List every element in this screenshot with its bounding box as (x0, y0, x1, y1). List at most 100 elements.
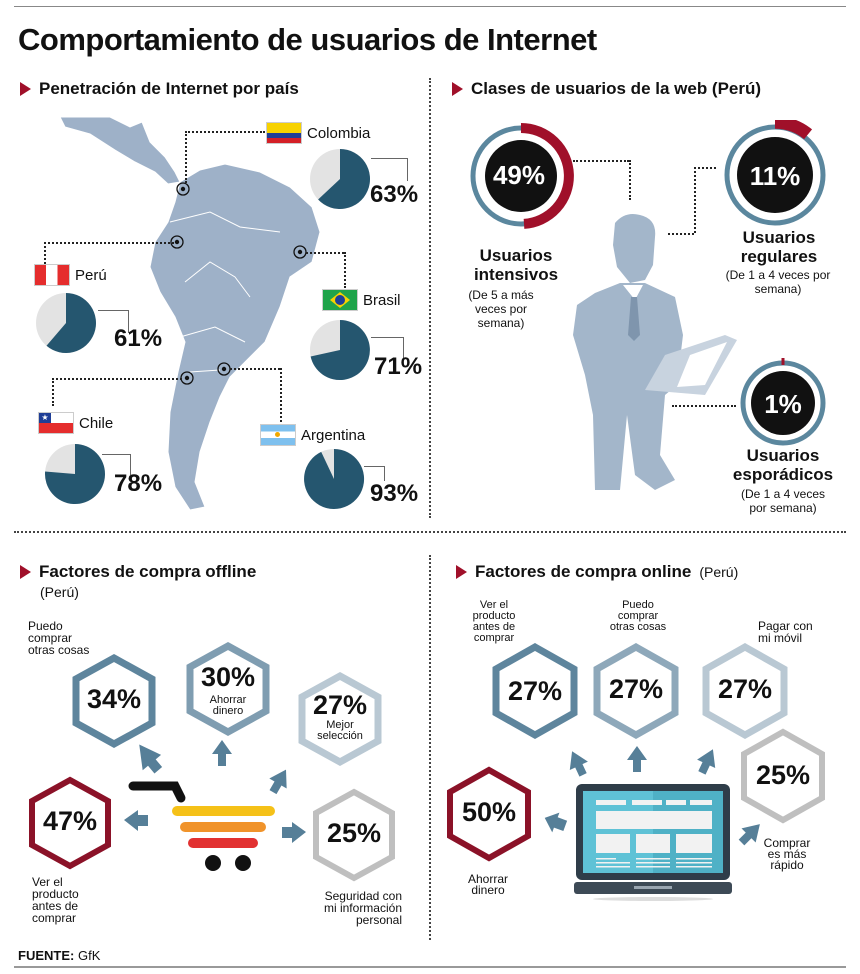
section-heading-offline: Factores de compra offline (20, 562, 256, 582)
vertical-divider-top (429, 78, 431, 518)
pct-esporadicos: 1% (764, 389, 802, 419)
shopping-cart-icon (128, 781, 275, 871)
section-heading-penetracion: Penetración de Internet por país (20, 79, 299, 99)
leader-line (280, 368, 282, 422)
label-offline-ver-producto: Ver el producto antes de comprar (32, 875, 79, 925)
leader-line (44, 242, 46, 264)
label-regulares: Usuarios regulares (740, 228, 818, 266)
pct-online-27b: 27% (608, 674, 664, 704)
pct-colombia: 63% (370, 181, 419, 208)
pct-regulares: 11% (749, 161, 801, 191)
hexagon-offline-25 (313, 788, 395, 882)
leader-line (185, 131, 265, 133)
triangle-bullet-icon (20, 565, 31, 579)
top-rule (14, 6, 846, 7)
hexagon-online-25 (741, 728, 825, 824)
country-colombia: Colombia (266, 122, 370, 144)
leader-line (672, 405, 736, 407)
leader-line (694, 167, 716, 169)
flag-argentina-icon (260, 424, 296, 446)
flag-chile-icon: ★ (38, 412, 74, 434)
ring-esporadicos (740, 358, 826, 446)
label-online-ver-producto: Ver el producto antes de comprar (472, 599, 516, 644)
leader-line (52, 378, 182, 380)
ring-regulares (724, 120, 826, 226)
pie-argentina (304, 448, 365, 509)
triangle-bullet-icon (456, 565, 467, 579)
desc-esporadicos: (De 1 a 4 veces por semana) (740, 487, 826, 515)
hexagon-offline-30 (186, 642, 270, 736)
label-online-otras-cosas: Puedo comprar otras cosas (609, 599, 667, 633)
hexagon-offline-34 (72, 654, 156, 748)
pct-online-27a: 27% (507, 676, 563, 706)
pct-peru: 61% (114, 325, 163, 352)
pie-colombia (310, 149, 371, 209)
pct-argentina: 93% (370, 480, 419, 507)
horizontal-divider (14, 531, 846, 533)
pct-offline-47: 47% (42, 806, 98, 836)
country-peru: Perú (34, 264, 107, 286)
country-argentina: Argentina (260, 424, 365, 446)
pct-offline-25: 25% (326, 818, 382, 848)
pct-online-50: 50% (461, 797, 517, 827)
pie-chile (44, 444, 105, 504)
pct-online-27c: 27% (717, 674, 773, 704)
pie-leader (102, 454, 131, 475)
flag-brasil-icon (322, 289, 358, 311)
page-title: Comportamiento de usuarios de Internet (18, 22, 597, 57)
hexagon-online-27b (593, 643, 679, 739)
source-credit: FUENTE: GfK (18, 948, 101, 963)
south-america-map (59, 116, 320, 511)
pie-peru (36, 293, 96, 353)
label-online-pagar-movil: Pagar con mi móvil (758, 619, 813, 645)
leader-line (668, 233, 694, 235)
desc-regulares: (De 1 a 4 veces por semana) (725, 268, 831, 296)
leader-line (44, 242, 174, 244)
pie-leader (98, 310, 129, 333)
triangle-bullet-icon (20, 82, 31, 96)
label-online-ahorrar: Ahorrar dinero (467, 872, 508, 897)
leader-line (185, 131, 187, 183)
pct-offline-27: 27% (312, 690, 368, 720)
label-offline-otras-cosas: Puedo comprar otras cosas (28, 619, 90, 657)
leader-line (694, 167, 696, 233)
pct-offline-30: 30% (200, 662, 256, 692)
bottom-rule (14, 966, 846, 968)
leader-line (629, 160, 631, 200)
hexagon-online-27a (492, 643, 578, 739)
label-offline-mejor-seleccion: Mejor selección (317, 719, 363, 742)
ring-intensivos (470, 123, 574, 229)
pct-intensivos: 49% (492, 160, 546, 190)
leader-line (573, 160, 629, 162)
hexagon-online-27c (702, 643, 788, 739)
laptop-icon (574, 784, 732, 901)
label-esporadicos: Usuarios esporádicos (732, 446, 834, 484)
section-heading-online: Factores de compra online (Perú) (456, 562, 738, 582)
vertical-divider-bottom (429, 555, 431, 940)
label-online-mas-rapido: Comprar es más rápido (763, 836, 811, 872)
pie-leader (364, 466, 385, 481)
pct-brasil: 71% (374, 353, 423, 380)
label-offline-ahorrar: Ahorrar dinero (209, 694, 247, 717)
section-subheading-offline: (Perú) (40, 584, 79, 600)
section-heading-clases: Clases de usuarios de la web (Perú) (452, 79, 761, 99)
businessman-illustration (573, 214, 737, 490)
flag-peru-icon (34, 264, 70, 286)
leader-line (230, 368, 280, 370)
leader-line (344, 252, 346, 288)
pct-online-25: 25% (755, 760, 811, 790)
label-offline-seguridad: Seguridad con mi información personal (323, 889, 402, 927)
label-intensivos: Usuarios intensivos (473, 246, 559, 284)
hexagon-offline-27 (298, 672, 382, 766)
leader-line (306, 252, 344, 254)
pie-brasil (310, 320, 370, 380)
desc-intensivos: (De 5 a más veces por semana) (468, 288, 534, 330)
pct-offline-34: 34% (86, 684, 142, 714)
pie-leader (371, 158, 408, 181)
pct-chile: 78% (114, 470, 163, 497)
triangle-bullet-icon (452, 82, 463, 96)
hexagon-online-50 (447, 766, 531, 862)
pie-leader (371, 337, 404, 358)
leader-line (52, 378, 54, 406)
country-brasil: Brasil (322, 289, 401, 311)
